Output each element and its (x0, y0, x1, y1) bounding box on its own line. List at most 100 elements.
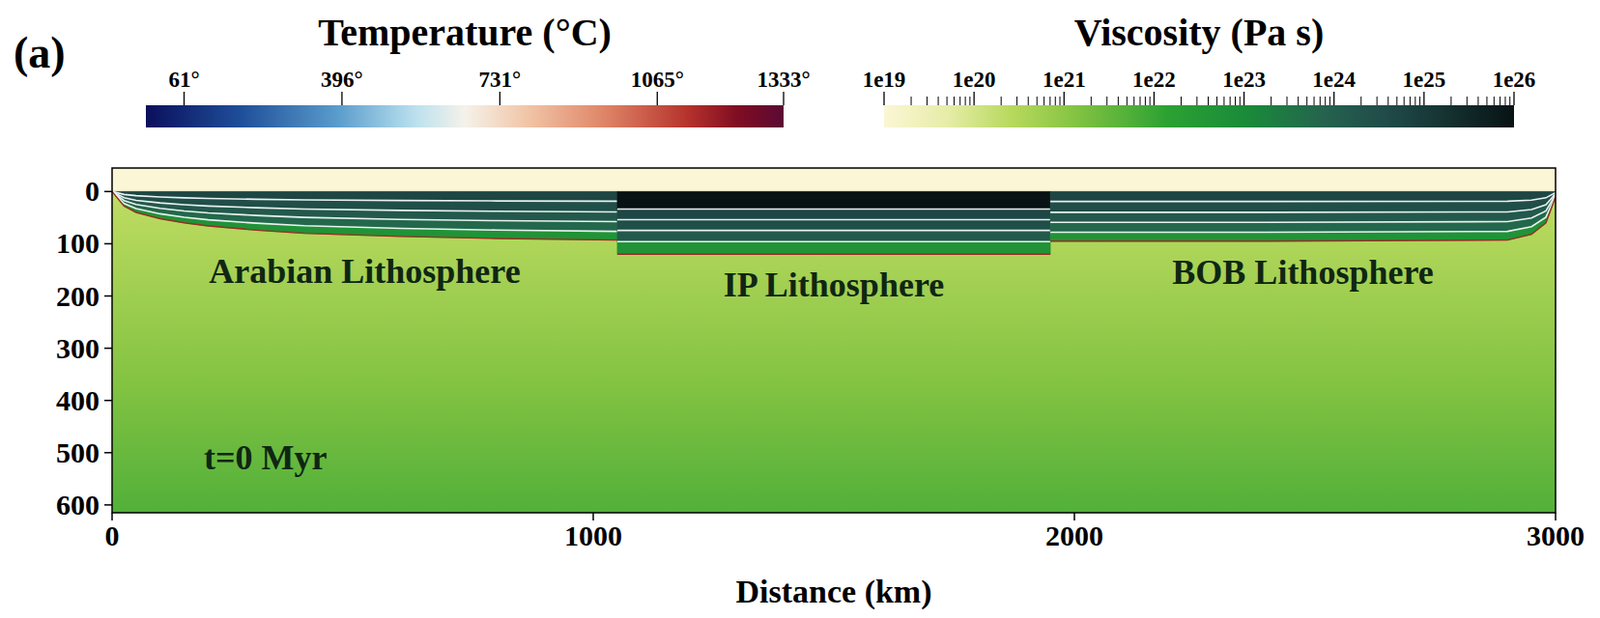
colorbar-minor-tick (1396, 96, 1398, 106)
layer-boundary (112, 191, 618, 201)
time-annotation: t=0 Myr (203, 438, 327, 478)
colorbar-tick-label: 61° (168, 67, 200, 92)
colorbar-title: Viscosity (Pa s) (1074, 10, 1324, 55)
region-label: Arabian Lithosphere (208, 252, 520, 291)
lithosphere-layer (112, 191, 618, 231)
colorbar-minor-tick (1485, 96, 1487, 106)
colorbar-title: Temperature (°C) (317, 10, 612, 55)
layer-boundary (617, 240, 1051, 243)
lithosphere-layer (112, 191, 618, 240)
colorbar-minor-tick (1450, 96, 1452, 106)
colorbar-minor-tick (1314, 96, 1315, 106)
lithosphere-layer (1050, 195, 1556, 233)
colorbar-minor-tick (1306, 96, 1308, 106)
colorbar-minor-tick (1196, 96, 1198, 106)
colorbar-minor-tick (1419, 96, 1421, 106)
colorbar-minor-tick (1133, 96, 1135, 106)
panel-letter: (a) (13, 28, 66, 78)
layer-boundary (617, 229, 1051, 232)
colorbar-tick (1423, 91, 1425, 106)
colorbar-minor-tick (1409, 96, 1411, 106)
colorbar-minor-tick (1049, 96, 1051, 106)
colorbar-minor-tick (1028, 96, 1029, 106)
colorbar-minor-tick (1234, 96, 1236, 106)
colorbar-minor-tick (1090, 96, 1092, 106)
colorbar-tick (1153, 91, 1155, 106)
colorbar-minor-tick (969, 96, 971, 106)
colorbar-minor-tick (1286, 96, 1288, 106)
colorbar-minor-tick (1239, 96, 1241, 106)
colorbar-tick (1513, 91, 1515, 106)
colorbar-minor-tick (1297, 96, 1299, 106)
colorbar-minor-tick (1036, 96, 1038, 106)
colorbar-minor-tick (1216, 96, 1218, 106)
colorbar-tick-label: 1e26 (1492, 67, 1537, 92)
colorbar-tick (1333, 91, 1335, 106)
colorbar-minor-tick (1509, 96, 1511, 106)
colorbar-minor-tick (1223, 96, 1225, 106)
layer-boundary (617, 208, 1051, 211)
lithosphere-layer (617, 220, 1051, 231)
layer-boundary (617, 219, 1051, 222)
colorbar-minor-tick (1059, 96, 1061, 106)
colorbar (145, 105, 784, 128)
x-tick-label: 3000 (1526, 519, 1585, 552)
colorbar-minor-tick (1126, 96, 1128, 106)
colorbar-tick-label: 1e25 (1401, 67, 1446, 92)
x-tick-label: 2000 (1045, 519, 1104, 552)
sticky-air (112, 168, 1556, 192)
colorbar-minor-tick (1376, 96, 1378, 106)
plot-frame (112, 168, 1556, 514)
colorbar-tick-label: 1e24 (1312, 67, 1356, 92)
colorbar-minor-tick (1466, 96, 1468, 106)
colorbar-minor-tick (1270, 96, 1272, 106)
region-label: BOB Lithosphere (1171, 253, 1433, 292)
colorbar-minor-tick (1504, 96, 1506, 106)
lithosphere-base (617, 254, 1051, 256)
colorbar-minor-tick (1499, 96, 1501, 106)
mantle (112, 191, 1556, 514)
lithosphere-layer (1050, 196, 1556, 242)
colorbar-minor-tick (1387, 96, 1389, 106)
colorbar-minor-tick (959, 96, 961, 106)
colorbar-minor-tick (1016, 96, 1018, 106)
colorbar-tick (883, 91, 885, 106)
colorbar-minor-tick (1144, 96, 1146, 106)
x-tick-label: 0 (105, 519, 120, 552)
colorbar-minor-tick (1106, 96, 1108, 106)
colorbar-minor-tick (1180, 96, 1182, 106)
colorbar-tick-label: 1e19 (862, 67, 907, 92)
layer-boundary (1050, 194, 1556, 213)
colorbar-tick-label: 731° (478, 67, 521, 92)
colorbar-tick-label: 1e22 (1132, 67, 1176, 92)
lithosphere-base (1050, 197, 1556, 242)
colorbar-tick (972, 91, 974, 106)
colorbar-minor-tick (1319, 96, 1321, 106)
y-tick-label: 200 (56, 280, 100, 313)
colorbar-minor-tick (1207, 96, 1209, 106)
colorbar-minor-tick (926, 96, 928, 106)
colorbar-minor-tick (1229, 96, 1231, 106)
colorbar-tick (499, 91, 501, 106)
y-tick-label: 100 (56, 227, 100, 259)
colorbar-tick (782, 91, 784, 106)
colorbar-minor-tick (1140, 96, 1142, 106)
y-tick-label: 600 (56, 488, 100, 521)
colorbar-tick (1243, 91, 1245, 106)
y-tick (104, 243, 113, 246)
lithosphere-layer (1050, 194, 1556, 224)
lithosphere-layer (617, 241, 1051, 255)
figure: 01000200030000100200300400500600Distance… (0, 0, 1600, 618)
colorbar-minor-tick (1000, 96, 1002, 106)
layer-boundary (1050, 195, 1556, 224)
colorbar-minor-tick (1043, 96, 1045, 106)
layer-boundary (1050, 196, 1556, 233)
colorbar-tick-label: 396° (320, 67, 364, 92)
layer-boundary (112, 191, 618, 231)
colorbar-minor-tick (1414, 96, 1416, 106)
colorbar-minor-tick (911, 96, 913, 106)
y-tick (104, 400, 113, 402)
lithosphere-layer (1050, 191, 1556, 201)
colorbar-minor-tick (1360, 96, 1362, 106)
colorbar-minor-tick (953, 96, 955, 106)
